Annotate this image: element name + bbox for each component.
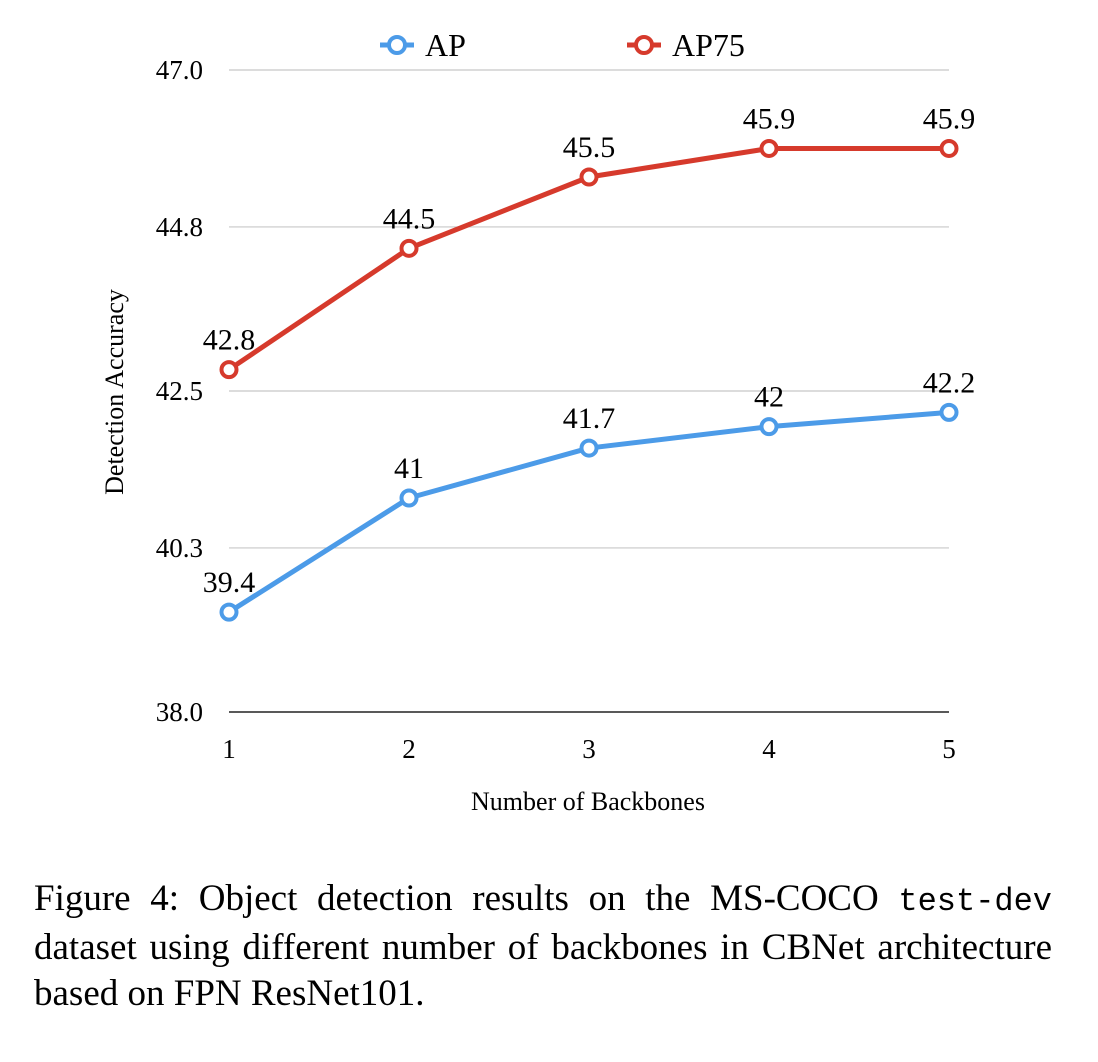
x-axis-label: Number of Backbones — [471, 787, 705, 816]
ap-data-label: 41.7 — [563, 402, 616, 435]
y-axis-label: Detection Accuracy — [100, 289, 129, 495]
x-tick-label: 1 — [222, 734, 236, 764]
y-tick-label: 44.8 — [156, 212, 203, 242]
figure-caption: Figure 4: Object detection results on th… — [34, 876, 1052, 1017]
y-tick-label: 47.0 — [156, 55, 203, 85]
ap-data-label: 39.4 — [203, 566, 256, 599]
ap75-data-label: 45.5 — [563, 131, 616, 164]
caption-code: test-dev — [898, 883, 1052, 920]
ap-data-label: 42.2 — [923, 366, 976, 399]
y-tick-label: 40.3 — [156, 533, 203, 563]
legend: AP AP75 — [380, 27, 745, 63]
line-chart: 38.0 40.3 42.5 44.8 47.0 1 2 3 4 5 39.4 41 41.7 42 4… — [100, 27, 976, 816]
series-lines: 39.4 41 41.7 42 42.2 42.8 44.5 45.5 45.9 45.9 — [203, 102, 976, 622]
ap-legend-marker — [387, 35, 407, 55]
ap-point — [579, 438, 599, 458]
x-axis-tick-labels: 1 2 3 4 5 — [222, 734, 956, 764]
ap75-data-label: 45.9 — [743, 102, 796, 135]
x-tick-label: 3 — [582, 734, 596, 764]
ap75-legend-marker — [634, 35, 654, 55]
ap-data-label: 42 — [754, 381, 784, 414]
x-tick-label: 2 — [402, 734, 416, 764]
ap75-data-label: 44.5 — [383, 202, 436, 235]
caption-text-2: dataset using different number of backbo… — [34, 927, 1052, 1014]
ap75-data-label: 42.8 — [203, 324, 256, 357]
ap75-point — [579, 167, 599, 187]
ap75-point — [759, 138, 779, 158]
caption-text-1: Figure 4: Object detection results on th… — [34, 878, 879, 919]
x-tick-label: 5 — [942, 734, 956, 764]
ap75-point — [219, 360, 239, 380]
ap-point — [219, 602, 239, 622]
y-tick-label: 42.5 — [156, 376, 203, 406]
ap75-point — [939, 138, 959, 158]
ap-point — [939, 402, 959, 422]
ap-point — [759, 417, 779, 437]
ap75-data-label: 45.9 — [923, 102, 976, 135]
x-tick-label: 4 — [762, 734, 776, 764]
y-axis-tick-labels: 38.0 40.3 42.5 44.8 47.0 — [156, 55, 203, 727]
ap-data-label: 41 — [394, 452, 424, 485]
ap-point — [399, 488, 419, 508]
ap75-legend-label: AP75 — [672, 27, 745, 63]
ap-legend-label: AP — [425, 27, 466, 63]
y-tick-label: 38.0 — [156, 697, 203, 727]
ap75-point — [399, 238, 419, 258]
gridlines — [229, 69, 949, 713]
